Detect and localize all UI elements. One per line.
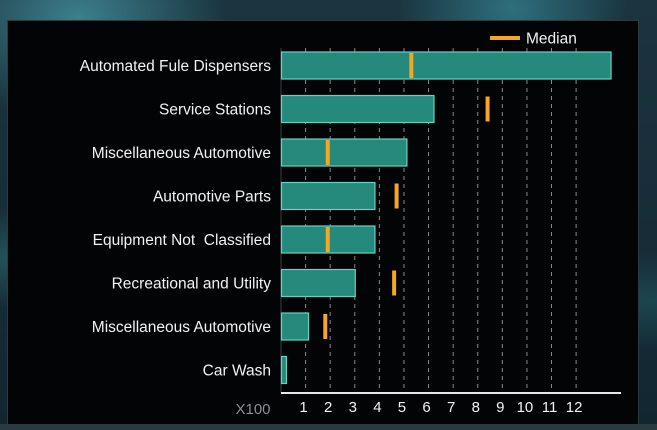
bar-7 <box>280 355 288 385</box>
legend-median-label: Median <box>526 31 577 48</box>
chart-panel <box>7 20 639 425</box>
x-scale-label: X100 <box>235 401 270 418</box>
x-tick-12: 12 <box>566 399 583 416</box>
bars <box>280 51 612 385</box>
x-tick-9: 9 <box>496 399 504 416</box>
x-tick-5: 5 <box>398 399 406 416</box>
x-tick-11: 11 <box>542 399 558 416</box>
bar-0 <box>280 51 612 80</box>
category-label-0: Automated Fule Dispensers <box>80 58 272 75</box>
category-label-2: Miscellaneous Automotive <box>92 145 271 162</box>
category-label-4: Equipment Not Classified <box>93 232 271 249</box>
bar-1 <box>280 94 435 124</box>
category-label-3: Automotive Parts <box>153 189 271 206</box>
bar-2 <box>280 138 408 167</box>
category-labels: Automated Fule Dispensers Service Station… <box>80 58 272 380</box>
median-markers <box>323 53 490 339</box>
x-tick-10: 10 <box>517 399 534 416</box>
x-tick-7: 7 <box>447 399 455 416</box>
bar-3 <box>280 181 376 211</box>
bar-5 <box>280 268 356 298</box>
x-tick-2: 2 <box>324 399 332 416</box>
category-label-5: Recreational and Utility <box>112 276 272 293</box>
x-tick-4: 4 <box>373 399 381 416</box>
x-tick-6: 6 <box>422 399 430 416</box>
bottom-bar <box>0 424 657 430</box>
x-tick-1: 1 <box>299 399 307 416</box>
category-label-1: Service Stations <box>159 102 271 119</box>
x-tick-8: 8 <box>472 399 480 416</box>
bar-6 <box>280 312 310 341</box>
x-tick-3: 3 <box>349 399 357 416</box>
category-label-6: Miscellaneous Automotive <box>92 319 271 336</box>
x-tick-labels: 1 2 3 4 5 6 7 8 9 10 11 12 <box>299 399 582 416</box>
category-label-7: Car Wash <box>203 363 271 380</box>
legend: Median <box>490 31 577 48</box>
